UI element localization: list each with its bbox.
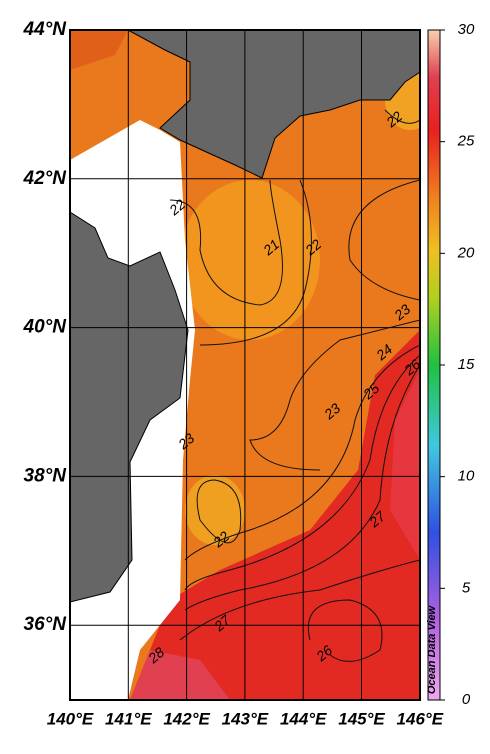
graticule bbox=[70, 30, 420, 700]
warm-current bbox=[130, 330, 420, 700]
contours bbox=[169, 109, 420, 662]
land bbox=[70, 211, 189, 603]
colorbar-label: 5 bbox=[462, 579, 471, 596]
colorbar-label: 20 bbox=[457, 244, 475, 261]
colorbar-label: 15 bbox=[458, 356, 475, 373]
lat-label: 36°N bbox=[24, 614, 68, 635]
warm-core bbox=[390, 370, 420, 560]
ocean-corner bbox=[70, 30, 128, 70]
colorbar-label: 10 bbox=[458, 468, 475, 485]
lon-label: 141°E bbox=[105, 709, 152, 728]
credit: Ocean Data View bbox=[426, 604, 438, 694]
lat-label: 42°N bbox=[23, 168, 68, 189]
lon-label: 143°E bbox=[222, 709, 269, 728]
colorbar-label: 25 bbox=[457, 133, 475, 150]
lat-label: 44°N bbox=[23, 19, 68, 40]
lon-label: 144°E bbox=[280, 709, 327, 728]
lat-label: 40°N bbox=[23, 317, 68, 338]
map-frame bbox=[69, 29, 421, 701]
warm-area bbox=[185, 475, 245, 545]
lon-label: 145°E bbox=[338, 709, 385, 728]
lon-label: 140°E bbox=[47, 709, 94, 728]
warm-core bbox=[130, 650, 230, 700]
colorbar bbox=[427, 29, 441, 701]
lon-label: 146°E bbox=[397, 709, 444, 728]
warm-area bbox=[180, 180, 320, 340]
lon-label: 142°E bbox=[163, 709, 210, 728]
map-area bbox=[70, 30, 420, 700]
lat-label: 38°N bbox=[24, 465, 68, 486]
land bbox=[127, 30, 420, 179]
colorbar-label: 0 bbox=[462, 691, 471, 708]
colorbar-label: 30 bbox=[458, 21, 475, 38]
